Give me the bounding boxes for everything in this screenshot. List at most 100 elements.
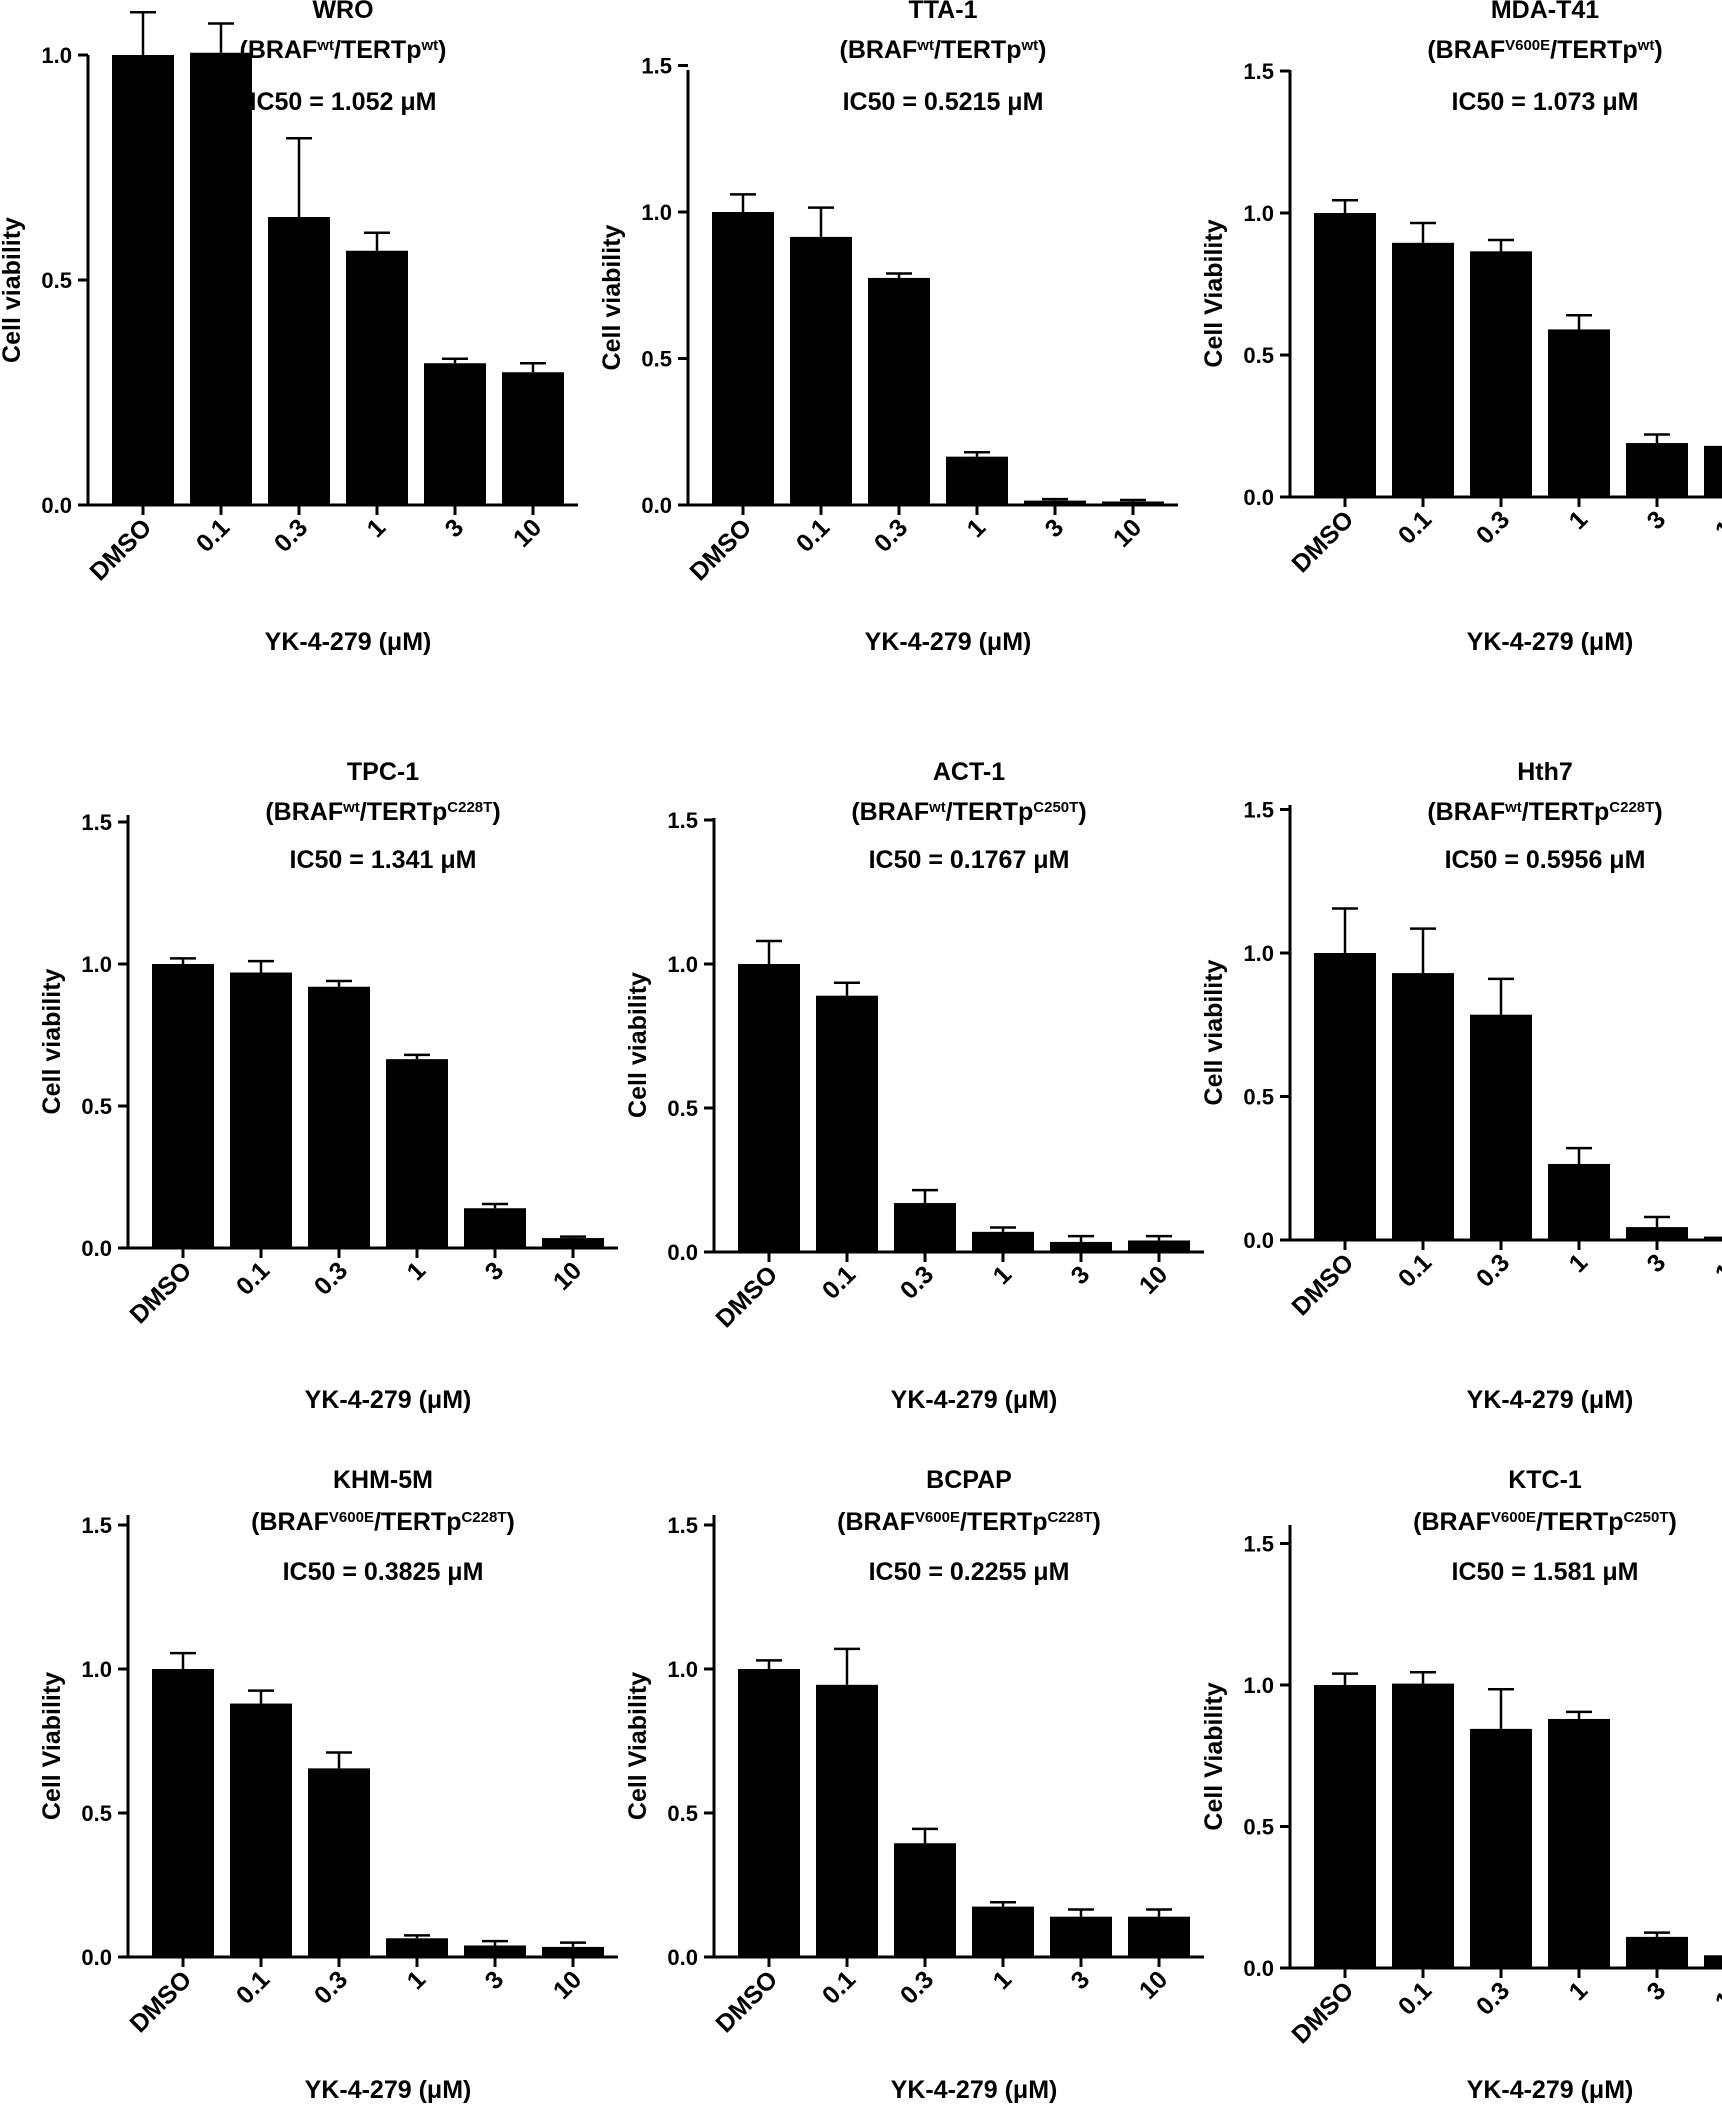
x-category-label: 0.1	[231, 1965, 275, 2009]
subtitle-text: /	[1522, 798, 1529, 826]
subtitle-text: TERTp	[1529, 798, 1610, 826]
bar	[1102, 501, 1164, 505]
subtitle-text: /	[1550, 36, 1557, 64]
x-category-label: 3	[1066, 1965, 1096, 1995]
subtitle-text: /	[946, 798, 953, 826]
subtitle-text: /	[934, 36, 941, 64]
bar	[308, 1768, 370, 1957]
subtitle-text: (	[1427, 798, 1436, 826]
bar	[424, 363, 486, 505]
ic50-label: IC50 = 0.1767 μM	[869, 846, 1070, 874]
x-category-label: 0.1	[1393, 1976, 1437, 2020]
subtitle-text: BRAF	[860, 798, 929, 826]
x-axis-title: YK-4-279 (μM)	[891, 2076, 1058, 2104]
x-category-label: 1	[362, 513, 392, 543]
y-tick-label: 1.5	[81, 1513, 112, 1538]
bar	[1392, 973, 1454, 1240]
bar	[1050, 1916, 1112, 1957]
subtitle-text: TERTp	[341, 36, 422, 64]
y-axis-title: Cell viability	[624, 972, 652, 1118]
chart-title: BCPAP	[926, 1466, 1012, 1494]
y-tick-label: 0.0	[41, 493, 72, 518]
bar	[946, 456, 1008, 505]
bar	[542, 1946, 604, 1957]
x-category-label: 0.3	[309, 1965, 353, 2009]
y-tick-label: 1.0	[41, 43, 72, 68]
x-category-label: DMSO	[1286, 505, 1359, 578]
x-category-label: 3	[1040, 513, 1070, 543]
subtitle-text: BRAF	[848, 36, 917, 64]
x-category-label: 0.3	[309, 1256, 353, 1300]
bar	[1704, 1236, 1722, 1240]
subtitle-text: BRAF	[1436, 798, 1505, 826]
subtitle-text: )	[492, 798, 500, 826]
bar	[464, 1208, 526, 1248]
bar	[386, 1059, 448, 1248]
subtitle-text: (	[1413, 1508, 1422, 1536]
subtitle-text: (	[1427, 36, 1436, 64]
y-tick-label: 0.0	[641, 493, 672, 518]
chart-title: TPC-1	[347, 758, 419, 786]
chart-title: Hth7	[1517, 758, 1573, 786]
x-category-label: 0.1	[817, 1260, 861, 1304]
ic50-label: IC50 = 0.2255 μM	[869, 1558, 1070, 1586]
y-tick-label: 1.5	[1243, 798, 1274, 823]
subtitle-text: )	[1078, 798, 1086, 826]
bar	[1470, 251, 1532, 497]
x-category-label: 3	[1066, 1260, 1096, 1290]
y-axis-title: Cell Viability	[624, 1672, 652, 1820]
y-tick-label: 1.0	[641, 200, 672, 225]
ic50-label: IC50 = 0.5956 μM	[1445, 846, 1646, 874]
x-category-label: 10	[1108, 513, 1147, 552]
y-tick-label: 0.0	[81, 1236, 112, 1261]
x-category-label: 0.1	[1393, 505, 1437, 549]
bar	[1024, 500, 1086, 505]
x-category-label: 0.1	[791, 513, 835, 557]
x-category-label: 10	[1710, 1976, 1722, 2015]
y-tick-label: 1.0	[1243, 201, 1274, 226]
x-category-label: 0.3	[895, 1260, 939, 1304]
bar	[790, 236, 852, 505]
y-tick-label: 0.5	[667, 1096, 698, 1121]
y-axis-title: Cell viability	[38, 968, 66, 1114]
x-category-label: 0.1	[1393, 1248, 1437, 1292]
bar	[868, 277, 930, 505]
bar	[502, 372, 564, 505]
ic50-label: IC50 = 1.073 μM	[1452, 88, 1639, 116]
y-tick-label: 0.5	[641, 347, 672, 372]
subtitle-superscript: wt	[1020, 37, 1038, 54]
chart-subtitle: (BRAFwt/TERTpC228T)	[265, 798, 500, 826]
subtitle-text: BRAF	[1436, 36, 1505, 64]
subtitle-superscript: C228T	[1609, 799, 1654, 816]
bar	[1470, 1728, 1532, 1968]
bar	[894, 1843, 956, 1957]
chart-panel: KTC-1 (BRAFV600E/TERTpC250T) IC50 = 1.581 …	[1200, 1466, 1722, 2104]
ic50-label: IC50 = 0.3825 μM	[283, 1558, 484, 1586]
y-tick-label: 1.0	[81, 952, 112, 977]
subtitle-superscript: wt	[316, 37, 334, 54]
y-tick-label: 0.5	[41, 268, 72, 293]
subtitle-text: )	[1093, 1508, 1101, 1536]
x-category-label: 10	[1134, 1260, 1173, 1299]
y-tick-label: 1.5	[667, 808, 698, 833]
subtitle-text: BRAF	[259, 1508, 328, 1536]
y-tick-label: 0.5	[1243, 1815, 1274, 1840]
bar	[712, 212, 774, 505]
x-category-label: 1	[962, 513, 992, 543]
chart-panel: BCPAP (BRAFV600E/TERTpC228T) IC50 = 0.2255…	[624, 1466, 1204, 2104]
chart-panel: KHM-5M (BRAFV600E/TERTpC228T) IC50 = 0.382…	[38, 1466, 618, 2104]
subtitle-text: )	[1038, 36, 1046, 64]
x-category-label: 3	[480, 1256, 510, 1286]
subtitle-text: TERTp	[953, 798, 1034, 826]
y-axis-title: Cell viability	[1200, 959, 1228, 1105]
bar	[1392, 242, 1454, 497]
bar	[346, 250, 408, 505]
ic50-label: IC50 = 0.5215 μM	[843, 88, 1044, 116]
chart-subtitle: (BRAFV600E/TERTpwt)	[1427, 36, 1662, 64]
bar	[1548, 329, 1610, 497]
chart-subtitle: (BRAFV600E/TERTpC250T)	[1413, 1508, 1677, 1536]
ic50-label: IC50 = 1.581 μM	[1452, 1558, 1639, 1586]
bar	[1548, 1163, 1610, 1240]
x-category-label: 1	[1564, 505, 1594, 535]
x-category-label: 0.1	[191, 513, 235, 557]
